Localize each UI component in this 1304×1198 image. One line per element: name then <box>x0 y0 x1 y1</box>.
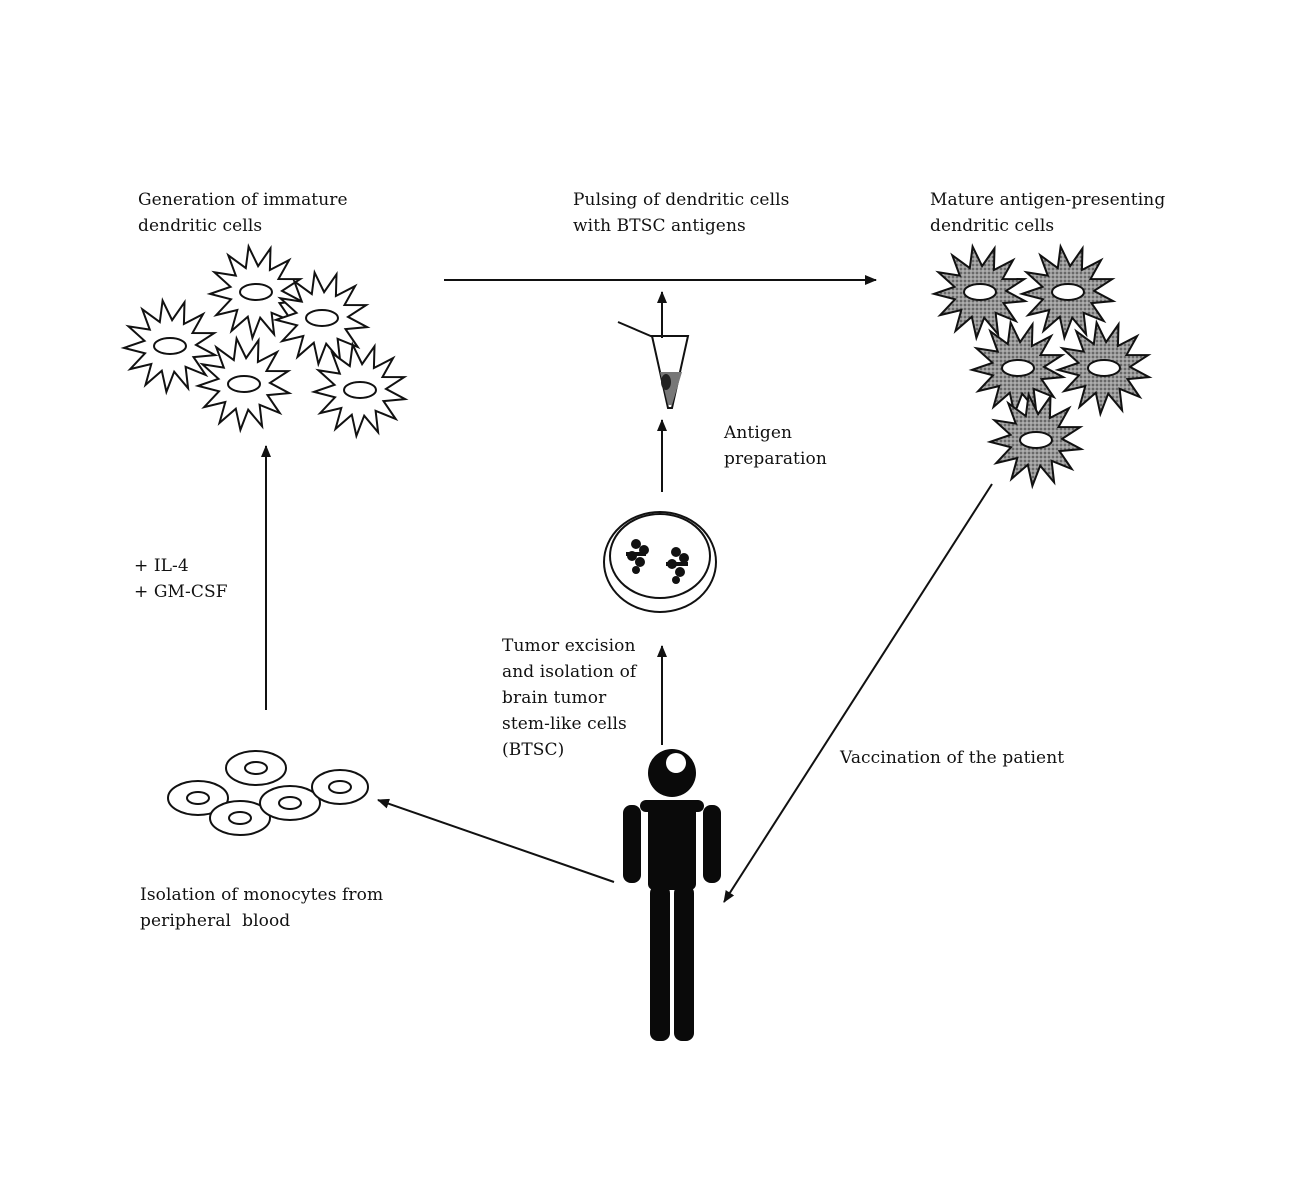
arrow-vaccination <box>724 484 992 902</box>
monocytes <box>168 751 368 835</box>
arrow-monocyte-isolation <box>378 800 614 882</box>
shaded-spiky-cell-icon <box>1058 323 1149 414</box>
monocyte-icon <box>226 751 286 785</box>
monocyte-icon <box>312 770 368 804</box>
patient-person-icon <box>623 749 721 1041</box>
label-pulsing: Pulsing of dendritic cells with BTSC ant… <box>573 187 789 239</box>
label-antigen-preparation: Antigen preparation <box>724 420 827 472</box>
petri-dish-icon <box>604 512 716 612</box>
immature-dendritic-cells <box>124 247 405 436</box>
mature-dendritic-cells <box>934 247 1149 486</box>
shaded-spiky-cell-icon <box>990 395 1081 486</box>
spiky-cell-icon <box>314 345 405 436</box>
test-tube-icon <box>618 322 688 408</box>
label-monocytes: Isolation of monocytes from peripheral b… <box>140 882 383 934</box>
label-generation: Generation of immature dendritic cells <box>138 187 348 239</box>
label-vaccination: Vaccination of the patient <box>840 745 1064 771</box>
spiky-cell-icon <box>210 247 301 338</box>
spiky-cell-icon <box>124 301 215 392</box>
label-cytokines: + IL-4 + GM-CSF <box>134 553 228 605</box>
label-tumor-excision: Tumor excision and isolation of brain tu… <box>502 633 636 763</box>
shaded-spiky-cell-icon <box>1022 247 1113 338</box>
monocyte-icon <box>260 786 320 820</box>
label-mature: Mature antigen-presenting dendritic cell… <box>930 187 1165 239</box>
